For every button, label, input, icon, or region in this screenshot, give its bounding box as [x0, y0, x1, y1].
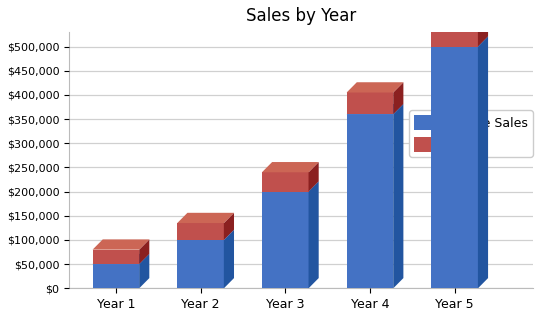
Polygon shape	[92, 239, 149, 250]
Polygon shape	[393, 104, 403, 288]
Polygon shape	[92, 254, 149, 264]
Polygon shape	[346, 114, 393, 288]
Polygon shape	[431, 20, 478, 46]
Title: Sales by Year: Sales by Year	[246, 7, 356, 25]
Polygon shape	[262, 181, 318, 192]
Polygon shape	[346, 82, 403, 93]
Polygon shape	[92, 264, 139, 288]
Polygon shape	[92, 250, 139, 264]
Polygon shape	[224, 213, 234, 240]
Polygon shape	[177, 240, 224, 288]
Polygon shape	[262, 162, 318, 172]
Polygon shape	[431, 10, 488, 20]
Polygon shape	[431, 36, 488, 46]
Polygon shape	[139, 239, 149, 264]
Polygon shape	[346, 104, 403, 114]
Legend: License Sales, Other: License Sales, Other	[409, 110, 533, 157]
Polygon shape	[309, 162, 318, 192]
Polygon shape	[262, 192, 309, 288]
Polygon shape	[177, 213, 234, 223]
Polygon shape	[262, 172, 309, 192]
Polygon shape	[393, 82, 403, 114]
Polygon shape	[346, 93, 393, 114]
Polygon shape	[224, 230, 234, 288]
Polygon shape	[478, 10, 488, 46]
Polygon shape	[431, 46, 478, 288]
Polygon shape	[139, 254, 149, 288]
Polygon shape	[177, 230, 234, 240]
Polygon shape	[177, 223, 224, 240]
Polygon shape	[309, 181, 318, 288]
Polygon shape	[478, 36, 488, 288]
